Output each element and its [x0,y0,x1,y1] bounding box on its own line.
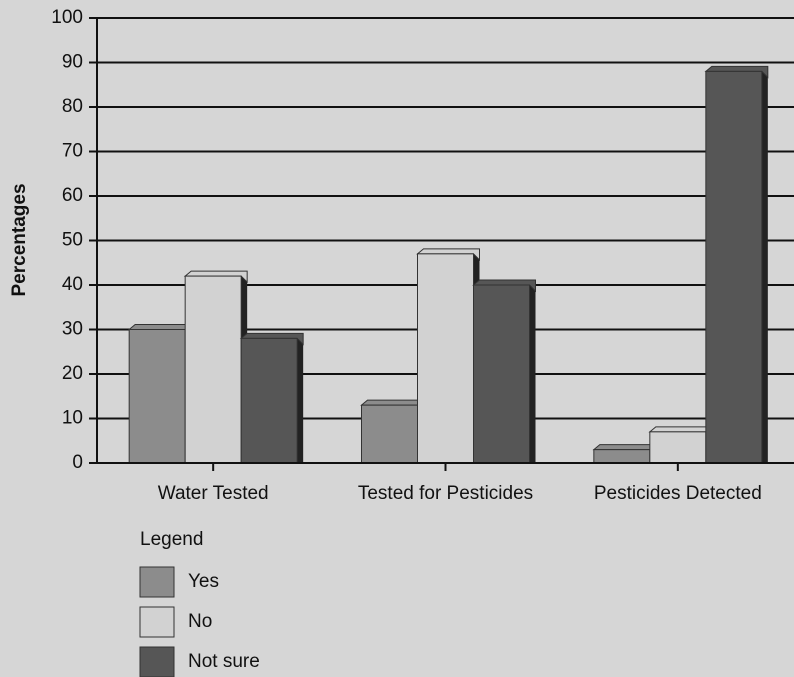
y-tick-label: 40 [62,274,83,295]
y-tick-label: 0 [72,452,83,473]
y-tick-label: 50 [62,230,83,251]
y-tick-label: 90 [62,52,83,73]
y-tick-label: 100 [51,7,83,28]
y-tick-label: 60 [62,185,83,206]
bar [473,284,530,464]
bar [361,404,418,464]
bar-shade [761,71,768,464]
bar [649,431,707,464]
legend-label: Not sure [188,651,260,672]
x-tick-label: Water Tested [158,483,269,504]
legend-title: Legend [140,529,203,550]
legend-label: No [188,611,212,632]
y-tick-label: 20 [62,363,83,384]
bar [184,275,242,464]
bar [593,449,651,464]
legend-swatch [139,606,175,638]
y-tick-label: 80 [62,96,83,117]
y-axis-label: Percentages [9,183,30,296]
bar-shade [529,285,536,463]
y-tick-label: 30 [62,319,83,340]
bar [128,329,186,464]
y-tick-label: 70 [62,141,83,162]
bar [240,337,298,464]
bar [417,253,474,464]
bar [705,70,763,464]
x-tick-label: Tested for Pesticides [358,483,533,504]
bar-shade [297,338,304,463]
y-tick-label: 10 [62,408,83,429]
legend-swatch [139,646,175,677]
legend-swatch [139,566,175,598]
legend-label: Yes [188,571,219,592]
x-tick-label: Pesticides Detected [594,483,762,504]
